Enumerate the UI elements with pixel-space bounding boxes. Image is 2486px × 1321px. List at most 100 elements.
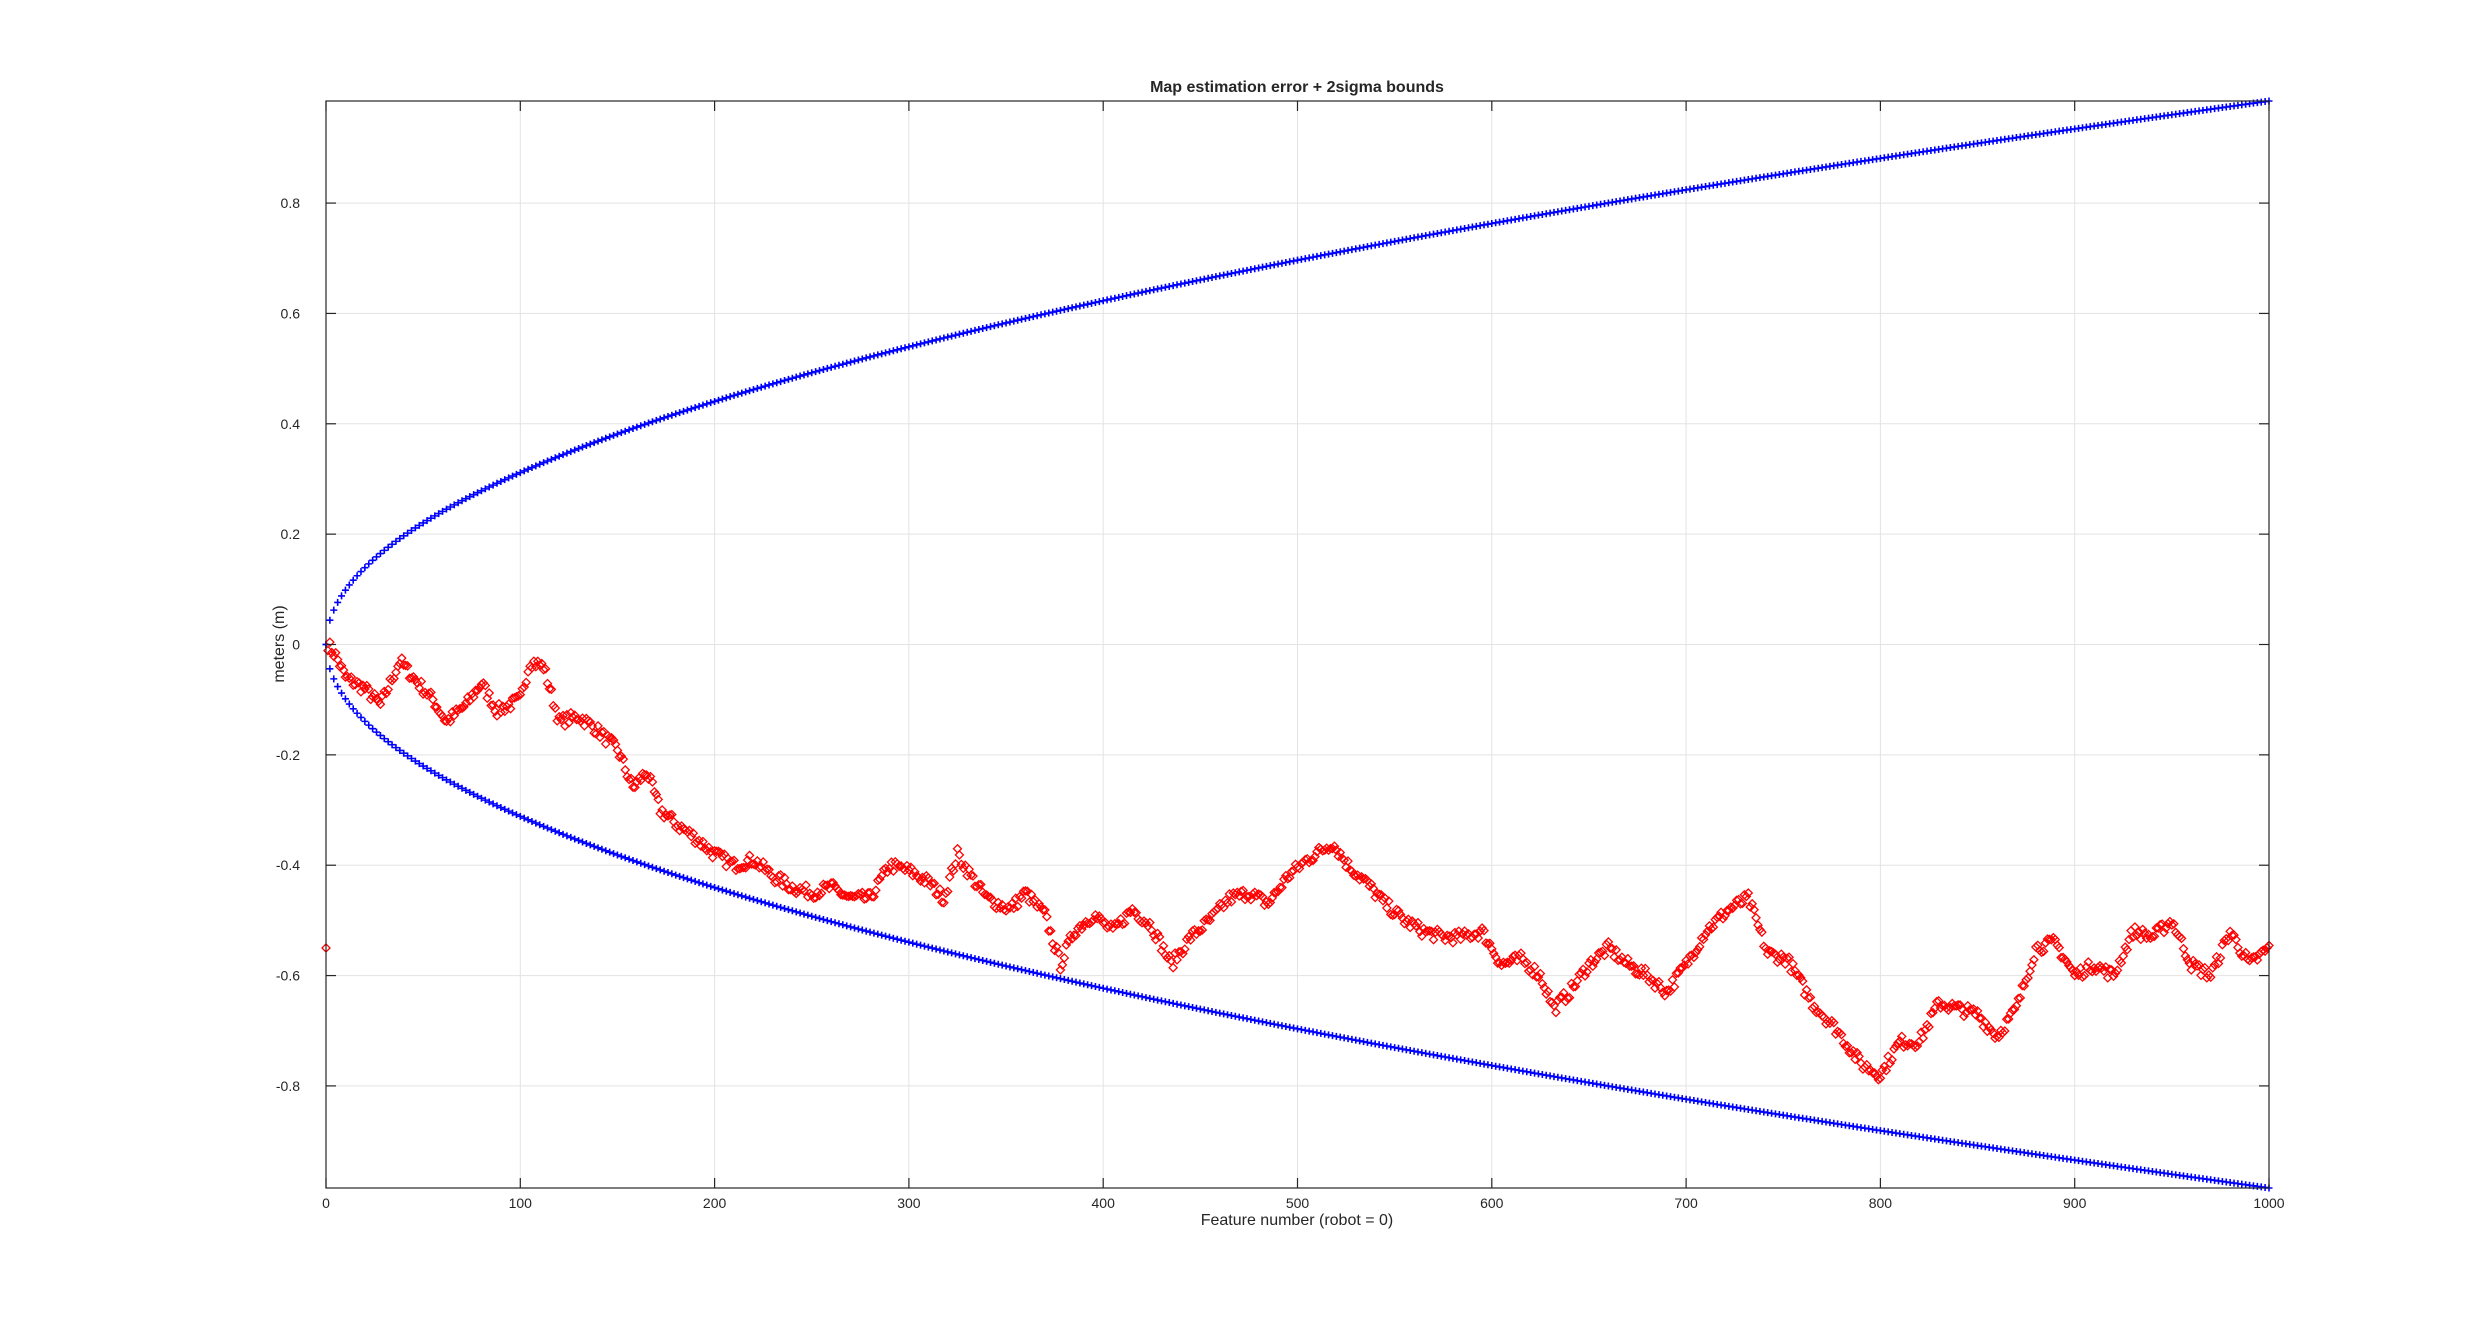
bound-point [738, 389, 746, 397]
error-point [1374, 889, 1385, 900]
bound-point [1072, 978, 1080, 986]
bound-point [1181, 279, 1189, 287]
error-point [589, 728, 600, 738]
bound-point [586, 440, 594, 448]
bound-point [1006, 963, 1014, 971]
error-point [1772, 957, 1783, 968]
bound-point [578, 838, 586, 846]
bound-point [796, 372, 804, 380]
bound-point [676, 872, 684, 880]
bound-point [730, 391, 738, 399]
bound-point [753, 897, 761, 905]
bound-point [924, 338, 932, 346]
bound-point [742, 893, 750, 901]
bound-point [862, 354, 870, 362]
error-point [1797, 976, 1808, 987]
bound-point [757, 383, 765, 391]
error-point [927, 878, 938, 889]
error-point [1541, 989, 1552, 1000]
bound-point [485, 798, 493, 806]
error-point [937, 897, 947, 908]
error-point [439, 715, 450, 726]
bound-point [388, 741, 396, 749]
bound-point [493, 802, 501, 810]
error-point [404, 673, 415, 684]
error-point [1244, 891, 1254, 902]
bound-point [1169, 999, 1177, 1007]
error-point [1521, 957, 1532, 968]
error-point [1844, 1047, 1855, 1058]
y-tick-label: 0.8 [281, 195, 301, 211]
y-tick-label: 0.2 [281, 526, 301, 542]
bound-point [1107, 295, 1115, 303]
bound-point [1119, 989, 1127, 997]
bound-point [532, 462, 540, 470]
bound-point [509, 472, 517, 480]
data-series [321, 97, 2274, 1192]
error-point [1605, 943, 1616, 954]
bound-point [629, 424, 637, 432]
error-point [1459, 926, 1470, 936]
bound-point [1150, 286, 1158, 294]
bound-point [878, 931, 886, 939]
bound-point [816, 367, 824, 375]
error-point [1990, 1033, 2000, 1044]
error-point [391, 667, 401, 678]
bound-point [610, 431, 618, 439]
error-point [1700, 929, 1711, 940]
bound-point [571, 446, 579, 454]
error-point [1708, 922, 1719, 933]
bound-point [586, 841, 594, 849]
error-point [1801, 984, 1812, 995]
error-point [1887, 1054, 1897, 1065]
error-point [546, 684, 557, 695]
bound-point [1161, 998, 1169, 1006]
error-point [1488, 948, 1499, 959]
bound-point [466, 493, 474, 501]
bound-point [1014, 965, 1022, 973]
bound-point [1091, 983, 1099, 991]
bound-point [551, 827, 559, 835]
error-point [540, 663, 551, 674]
error-point [453, 705, 464, 716]
bound-point [1130, 290, 1138, 298]
error-point [567, 712, 578, 723]
bound-point [668, 870, 676, 878]
bound-point [866, 353, 874, 361]
error-point [577, 713, 588, 724]
bound-point [590, 842, 598, 850]
error-point [801, 880, 811, 891]
error-point [2180, 951, 2191, 961]
error-point [1069, 930, 1079, 941]
error-point [338, 665, 349, 676]
error-point [1568, 981, 1579, 992]
bound-point [784, 375, 792, 383]
error-point [2104, 964, 2115, 975]
error-point [470, 685, 481, 696]
error-point [643, 774, 654, 785]
error-point [1529, 961, 1540, 972]
bound-point [1216, 1009, 1224, 1017]
bound-point [641, 420, 649, 428]
error-point [929, 878, 940, 889]
bound-point [446, 503, 454, 511]
bound-point [516, 812, 524, 820]
error-point [1205, 915, 1215, 926]
error-point [931, 889, 942, 900]
bound-point [920, 942, 928, 950]
bound-point [734, 390, 742, 398]
bound-point [990, 959, 998, 967]
bound-point [590, 439, 598, 447]
bound-point [361, 564, 369, 572]
error-point [1694, 941, 1705, 952]
error-point [666, 809, 677, 820]
bound-point [854, 925, 862, 933]
bound-point [645, 419, 653, 427]
error-point [1329, 841, 1340, 852]
error-point [2133, 926, 2144, 937]
error-point [1824, 1018, 1835, 1029]
bound-point [967, 954, 975, 962]
bound-point [1037, 970, 1045, 978]
error-point [1753, 920, 1763, 931]
error-point [1486, 944, 1497, 954]
